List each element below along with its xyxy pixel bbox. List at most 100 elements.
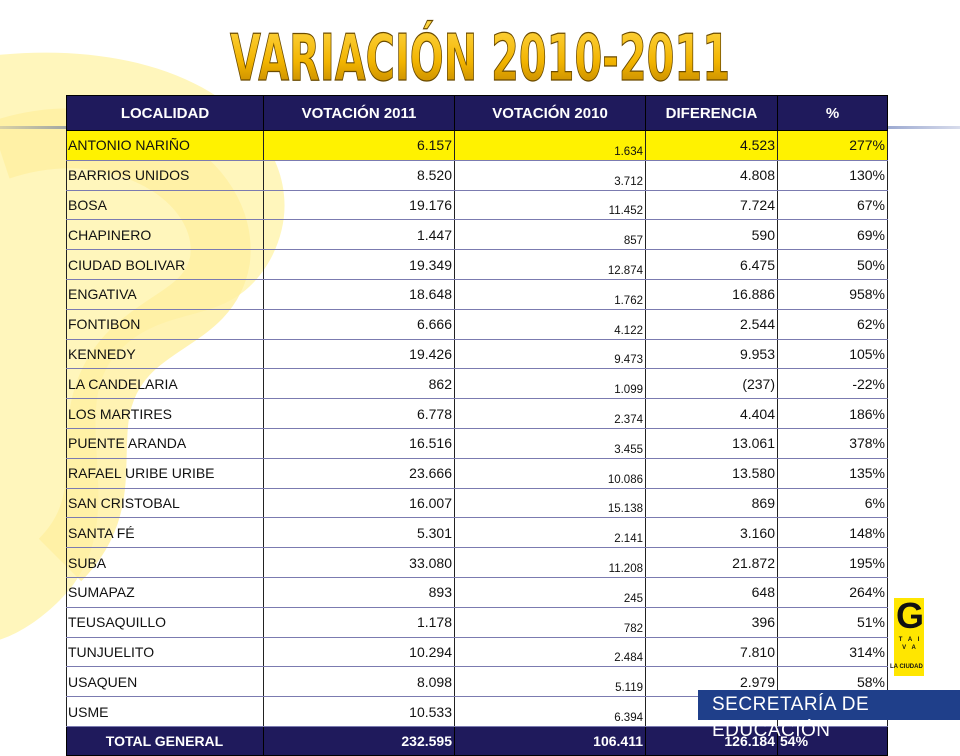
cell-localidad: LA CANDELARIA (66, 368, 264, 400)
cell-localidad: SUBA (66, 547, 264, 578)
table-row: CHAPINERO 1.447 857 590 69% (66, 219, 888, 251)
cell-votacion-2010: 245 (454, 577, 646, 608)
cell-votacion-2010: 10.086 (454, 458, 646, 489)
cell-votacion-2011: 19.176 (263, 190, 455, 221)
cell-votacion-2011: 16.516 (263, 428, 455, 459)
cell-votacion-2010: 15.138 (454, 488, 646, 519)
cell-diferencia: 869 (645, 488, 778, 519)
table-row: PUENTE ARANDA 16.516 3.455 13.061 378% (66, 428, 888, 459)
cell-localidad: KENNEDY (66, 339, 264, 370)
cell-percent: 62% (777, 309, 888, 340)
cell-votacion-2011: 862 (263, 368, 455, 400)
table-row: BOSA 19.176 11.452 7.724 67% (66, 190, 888, 221)
page-title-text: VARIACIÓN 2010-2011 (230, 20, 730, 96)
cell-diferencia: 16.886 (645, 279, 778, 310)
table-row: SUBA 33.080 11.208 21.872 195% (66, 547, 888, 578)
table-row: LA CANDELARIA 862 1.099 (237) -22% (66, 368, 888, 400)
results-table: LOCALIDAD VOTACIÓN 2011 VOTACIÓN 2010 DI… (66, 95, 888, 756)
cell-diferencia: 7.724 (645, 190, 778, 221)
cell-localidad: SUMAPAZ (66, 577, 264, 608)
cell-votacion-2010: 11.208 (454, 547, 646, 578)
cell-percent: 69% (777, 219, 888, 251)
cell-votacion-2011: 16.007 (263, 488, 455, 519)
cell-diferencia: 648 (645, 577, 778, 608)
footer-text: SECRETARÍA DE EDUCACIÓN (712, 694, 870, 741)
cell-localidad: ENGATIVA (66, 279, 264, 310)
cell-votacion-2010: 857 (454, 219, 646, 251)
cell-votacion-2010: 1.634 (454, 130, 646, 161)
cell-localidad: USAQUEN (66, 666, 264, 698)
header-percent: % (777, 95, 888, 131)
cell-votacion-2011: 893 (263, 577, 455, 608)
cell-localidad: LOS MARTIRES (66, 398, 264, 429)
table-row: KENNEDY 19.426 9.473 9.953 105% (66, 339, 888, 370)
table-row: BARRIOS UNIDOS 8.520 3.712 4.808 130% (66, 160, 888, 191)
cell-percent: 67% (777, 190, 888, 221)
cell-percent: 277% (777, 130, 888, 161)
cell-percent: 130% (777, 160, 888, 191)
table-row: USAQUEN 8.098 5.119 2.979 58% (66, 666, 888, 698)
cell-localidad: CIUDAD BOLIVAR (66, 249, 264, 280)
cell-votacion-2010: 5.119 (454, 666, 646, 698)
header-diferencia: DIFERENCIA (645, 95, 778, 131)
logo-block (894, 598, 924, 676)
total-votacion-2010: 106.411 (454, 725, 646, 756)
header-localidad: LOCALIDAD (66, 95, 264, 131)
cell-diferencia: 9.953 (645, 339, 778, 370)
cell-percent: -22% (777, 368, 888, 400)
cell-votacion-2010: 1.099 (454, 368, 646, 400)
cell-localidad: BARRIOS UNIDOS (66, 160, 264, 191)
cell-percent: 195% (777, 547, 888, 578)
cell-diferencia: (237) (645, 368, 778, 400)
cell-diferencia: 21.872 (645, 547, 778, 578)
header-votacion-2011: VOTACIÓN 2011 (263, 95, 455, 131)
cell-localidad: USME (66, 696, 264, 727)
cell-votacion-2010: 12.874 (454, 249, 646, 280)
footer-bar (698, 690, 960, 720)
table-row: CIUDAD BOLIVAR 19.349 12.874 6.475 50% (66, 249, 888, 280)
cell-diferencia: 396 (645, 607, 778, 638)
cell-votacion-2011: 18.648 (263, 279, 455, 310)
logo-letter: G (895, 595, 924, 636)
cell-percent: 186% (777, 398, 888, 429)
cell-localidad: CHAPINERO (66, 219, 264, 251)
cell-localidad: ANTONIO NARIÑO (66, 130, 264, 161)
cell-diferencia: 590 (645, 219, 778, 251)
cell-votacion-2011: 19.426 (263, 339, 455, 370)
cell-votacion-2010: 2.141 (454, 517, 646, 549)
cell-votacion-2011: 6.157 (263, 130, 455, 161)
cell-localidad: TEUSAQUILLO (66, 607, 264, 638)
cell-votacion-2011: 23.666 (263, 458, 455, 489)
total-label: TOTAL GENERAL (66, 725, 264, 756)
cell-percent: 264% (777, 577, 888, 608)
cell-votacion-2010: 1.762 (454, 279, 646, 310)
cell-localidad: SANTA FÉ (66, 517, 264, 549)
cell-votacion-2011: 1.178 (263, 607, 455, 638)
cell-votacion-2010: 2.484 (454, 637, 646, 668)
table-row: SUMAPAZ 893 245 648 264% (66, 577, 888, 608)
page-title: VARIACIÓN 2010-2011 (220, 16, 740, 96)
table-row: SAN CRISTOBAL 16.007 15.138 869 6% (66, 488, 888, 519)
cell-votacion-2011: 6.778 (263, 398, 455, 429)
cell-diferencia: 13.580 (645, 458, 778, 489)
cell-votacion-2011: 10.294 (263, 637, 455, 668)
cell-localidad: FONTIBON (66, 309, 264, 340)
cell-diferencia: 13.061 (645, 428, 778, 459)
table-row: TEUSAQUILLO 1.178 782 396 51% (66, 607, 888, 638)
cell-votacion-2011: 6.666 (263, 309, 455, 340)
cell-votacion-2010: 3.712 (454, 160, 646, 191)
cell-diferencia: 4.523 (645, 130, 778, 161)
cell-percent: 314% (777, 637, 888, 668)
cell-votacion-2011: 8.520 (263, 160, 455, 191)
cell-votacion-2010: 4.122 (454, 309, 646, 340)
cell-percent: 958% (777, 279, 888, 310)
table-header-row: LOCALIDAD VOTACIÓN 2011 VOTACIÓN 2010 DI… (66, 95, 888, 131)
table-row: SANTA FÉ 5.301 2.141 3.160 148% (66, 517, 888, 549)
cell-diferencia: 4.808 (645, 160, 778, 191)
logo-letters: T A I V A (898, 637, 922, 651)
cell-localidad: BOSA (66, 190, 264, 221)
cell-votacion-2010: 2.374 (454, 398, 646, 429)
cell-percent: 50% (777, 249, 888, 280)
cell-votacion-2011: 1.447 (263, 219, 455, 251)
table-row: RAFAEL URIBE URIBE 23.666 10.086 13.580 135% (66, 458, 888, 489)
